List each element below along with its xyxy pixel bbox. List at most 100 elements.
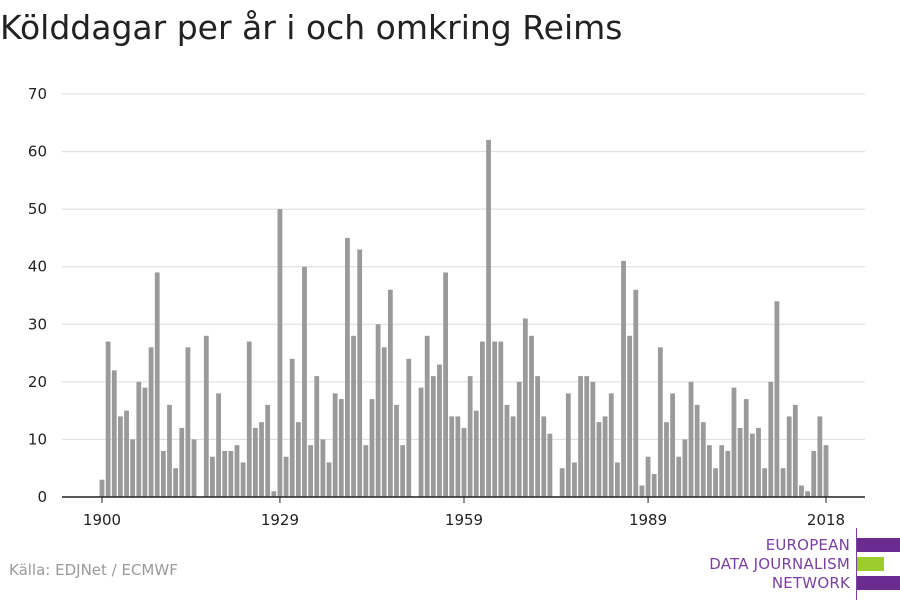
bar — [302, 266, 307, 497]
bar — [455, 416, 461, 497]
bar — [676, 456, 682, 497]
bar — [768, 381, 774, 497]
bar — [774, 301, 780, 497]
bar — [105, 341, 111, 497]
bar — [338, 399, 344, 497]
bar — [252, 427, 258, 497]
bar — [142, 387, 148, 497]
bar — [461, 427, 467, 497]
bar — [627, 335, 633, 497]
bar — [541, 416, 547, 497]
bar — [185, 347, 191, 497]
bar — [516, 381, 522, 497]
bar — [486, 140, 491, 498]
bar — [351, 335, 356, 497]
bar — [400, 445, 406, 497]
bar — [418, 387, 424, 497]
bar — [277, 209, 283, 497]
bar — [786, 416, 792, 497]
bar — [725, 450, 731, 497]
bar — [817, 416, 823, 497]
y-tick-label: 0 — [37, 488, 47, 506]
logo-text: EUROPEAN DATA JOURNALISM NETWORK — [709, 528, 856, 600]
bar — [719, 445, 725, 497]
y-tick-label: 20 — [28, 373, 47, 391]
bar — [363, 445, 369, 497]
logo-line: EUROPEAN — [765, 535, 850, 554]
x-tick-label: 1959 — [445, 511, 483, 529]
bar — [295, 422, 301, 497]
bar — [154, 272, 160, 497]
bar — [731, 387, 737, 497]
bar — [111, 370, 117, 497]
bar — [332, 393, 338, 497]
logo-line: DATA JOURNALISM — [709, 554, 850, 573]
bar — [707, 445, 712, 497]
logo-bars — [857, 528, 900, 600]
bar — [289, 358, 295, 497]
bar — [394, 404, 399, 497]
bar — [572, 462, 577, 497]
bar — [792, 404, 798, 497]
bar — [664, 422, 669, 497]
bar — [381, 347, 387, 497]
bar — [357, 249, 363, 497]
bar — [559, 468, 565, 497]
bar — [614, 462, 620, 497]
bar — [547, 433, 553, 497]
bar — [492, 341, 498, 497]
bar — [596, 422, 602, 497]
edjnet-logo: EUROPEAN DATA JOURNALISM NETWORK — [709, 528, 900, 600]
y-tick-label: 40 — [28, 258, 47, 276]
bar — [148, 347, 154, 497]
bar — [387, 289, 393, 497]
bar — [271, 491, 277, 497]
bar — [621, 260, 626, 497]
bar — [602, 416, 608, 497]
bar — [173, 468, 179, 497]
y-tick-label: 10 — [28, 430, 47, 448]
bar — [780, 468, 786, 497]
bar — [265, 404, 271, 497]
bar — [657, 347, 663, 497]
bars — [99, 140, 829, 498]
bar — [283, 456, 289, 497]
bar — [308, 445, 314, 497]
bar — [320, 439, 326, 497]
bar — [504, 404, 510, 497]
bar — [406, 358, 412, 497]
bar — [437, 364, 442, 497]
y-tick-labels: 0 10 20 30 40 50 60 70 — [28, 85, 47, 506]
bar — [823, 445, 829, 497]
y-tick-label: 30 — [28, 315, 47, 333]
x-tick-label: 1900 — [83, 511, 121, 529]
bar — [670, 393, 676, 497]
bar — [449, 416, 455, 497]
y-tick-label: 70 — [28, 85, 47, 103]
bar — [118, 416, 123, 497]
y-tick-label: 60 — [28, 143, 47, 161]
bar — [762, 468, 768, 497]
bar — [467, 376, 473, 497]
bar — [99, 479, 105, 497]
logo-line: NETWORK — [771, 573, 850, 592]
bar — [136, 381, 142, 497]
bar — [688, 381, 694, 497]
bar — [590, 381, 596, 497]
logo-bar — [857, 576, 900, 590]
bar — [645, 456, 651, 497]
bar — [749, 433, 755, 497]
bar — [430, 376, 436, 497]
bar — [510, 416, 516, 497]
bar — [326, 462, 332, 497]
x-axis — [62, 496, 865, 503]
bar — [216, 393, 221, 497]
bar — [246, 341, 252, 497]
bar — [130, 439, 136, 497]
bar — [535, 376, 541, 497]
y-tick-label: 50 — [28, 200, 47, 218]
bar — [369, 399, 375, 497]
logo-bar — [857, 557, 884, 571]
bar — [443, 272, 448, 497]
